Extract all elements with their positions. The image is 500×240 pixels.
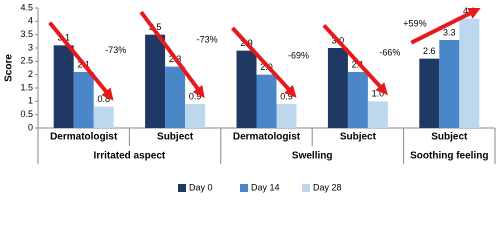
bar [439,40,460,128]
x-tick-label: Dermatologist [50,132,118,143]
y-tick-label: 2.5 [20,56,33,66]
x-tick-label: Subject [431,132,468,143]
data-label: 3.3 [443,27,456,37]
bar [347,72,368,128]
chart: Score 0 0.5 1 1.5 2 2.5 3 3.5 4 4.5 Dermatologist 3… [4,2,496,192]
legend-label: Day 28 [313,182,342,192]
bar [256,74,277,128]
bar [145,34,166,128]
bar [367,101,388,128]
bar [459,18,480,129]
y-tick-label: 4.5 [20,2,33,12]
bar [276,104,297,128]
data-label: 2.6 [423,46,436,56]
y-tick-label: 3.5 [20,29,33,39]
y-tick-label: 4 [28,16,33,26]
annotation: -73% [105,45,126,55]
bar [327,48,348,128]
bar [236,50,257,128]
y-tick-label: 2 [28,69,33,79]
bar [165,66,186,128]
data-label: 3.5 [149,22,162,32]
y-tick-label: 1 [28,96,33,106]
trend-arrow [48,21,114,101]
legend-label: Day 0 [189,182,213,192]
x-tick-label: Dermatologist [233,132,301,143]
bar [93,106,114,128]
legend-swatch [178,184,186,192]
trend-arrow [231,26,297,98]
annotation: -66% [379,48,400,58]
y-tick-label: 0 [28,122,33,132]
y-tick-label: 0.5 [20,109,33,119]
group-label: Soothing feeling [410,151,488,162]
legend-swatch [302,184,310,192]
group-label: Swelling [292,151,333,162]
group-label: Irritated aspect [94,151,166,162]
x-tick-label: Subject [157,132,194,143]
legend-label: Day 14 [251,182,280,192]
annotation: +59% [403,18,426,28]
trend-arrow [410,7,481,45]
bar [73,72,94,128]
x-tick-label: Subject [340,132,377,143]
annotation: -73% [197,34,218,44]
trend-arrow [139,10,205,99]
legend-swatch [240,184,248,192]
bar [185,104,206,128]
annotation: -69% [288,50,309,60]
y-axis-label: Score [4,54,15,82]
bar [419,58,440,128]
trend-arrow [322,23,388,96]
y-tick-label: 1.5 [20,82,33,92]
y-tick-label: 3 [28,42,33,52]
bar [53,45,74,129]
